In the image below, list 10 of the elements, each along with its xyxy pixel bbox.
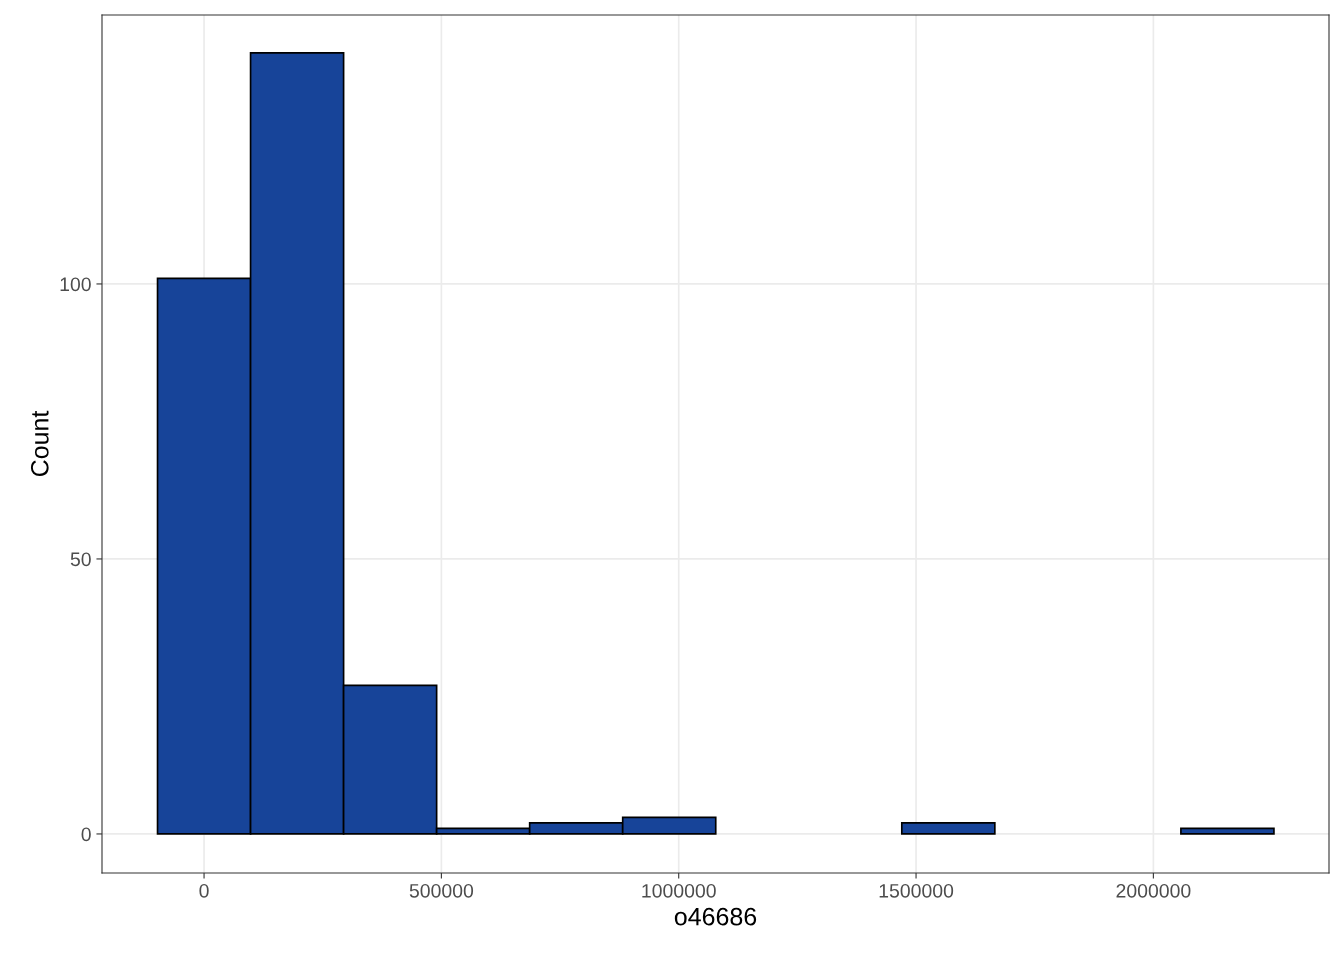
x-tick-label: 1000000: [642, 883, 716, 898]
y-axis-title: Count: [30, 410, 49, 477]
x-tick-label: 2000000: [1116, 883, 1191, 898]
x-tick-label: 0: [199, 883, 209, 898]
x-axis-title: o46686: [674, 907, 757, 926]
y-tick-label: 100: [60, 277, 91, 292]
x-tick-label: 1500000: [879, 883, 954, 898]
x-tick-label: 500000: [409, 883, 474, 898]
y-tick-label: 0: [81, 827, 91, 842]
y-tick-label: 50: [70, 552, 91, 567]
